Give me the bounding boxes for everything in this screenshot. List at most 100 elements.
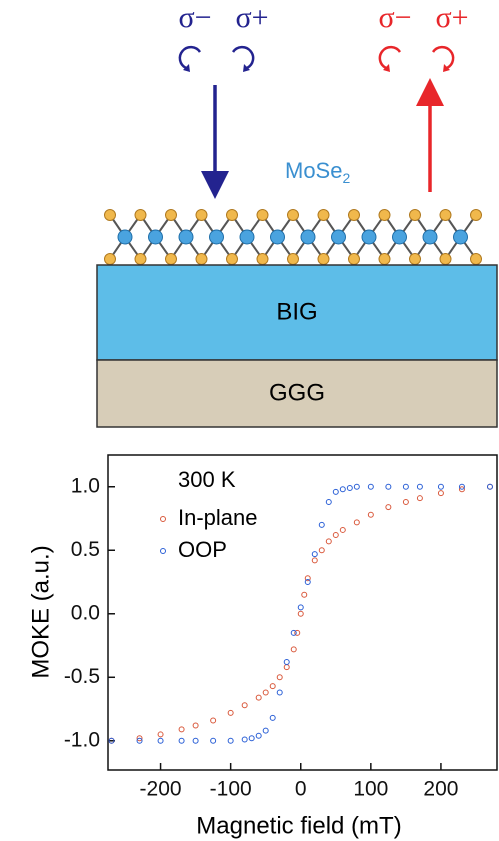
data-point (193, 723, 198, 728)
data-point (368, 512, 373, 517)
se-atom (135, 254, 146, 265)
x-axis-label: Magnetic field (mT) (196, 812, 401, 839)
se-atom (471, 210, 482, 221)
se-atom (227, 210, 238, 221)
se-atom (135, 210, 146, 221)
data-point (242, 737, 247, 742)
data-point (211, 738, 216, 743)
mo-atom (271, 230, 285, 244)
legend-marker (161, 549, 166, 554)
data-point (263, 728, 268, 733)
data-point (263, 690, 268, 695)
data-point (228, 738, 233, 743)
sigma-label: σ− (378, 1, 411, 34)
x-tick-label: -100 (210, 778, 252, 801)
mo-atom (332, 230, 346, 244)
data-point (158, 738, 163, 743)
se-atom (288, 210, 299, 221)
se-atom (166, 254, 177, 265)
y-axis-label: MOKE (a.u.) (27, 545, 54, 678)
data-point (340, 487, 345, 492)
data-point (291, 647, 296, 652)
data-point (158, 732, 163, 737)
circular-arrow (180, 47, 200, 68)
data-point (228, 710, 233, 715)
x-tick-label: 200 (423, 778, 458, 801)
mo-atom (149, 230, 163, 244)
y-tick-label: -1.0 (64, 728, 100, 751)
data-point (340, 527, 345, 532)
data-point (368, 484, 373, 489)
y-tick-label: 0.5 (71, 538, 100, 561)
data-point (312, 558, 317, 563)
layer-label: GGG (269, 379, 325, 406)
layer-label: BIG (276, 298, 317, 325)
data-point (193, 738, 198, 743)
data-point (270, 715, 275, 720)
mo-atom (240, 230, 254, 244)
data-point (291, 630, 296, 635)
se-atom (288, 254, 299, 265)
mo-atom (179, 230, 193, 244)
data-point (298, 611, 303, 616)
data-point (438, 484, 443, 489)
data-point (211, 718, 216, 723)
data-point (354, 484, 359, 489)
data-point (298, 605, 303, 610)
se-atom (471, 254, 482, 265)
material-name: MoSe (285, 158, 342, 183)
data-point (277, 675, 282, 680)
data-point (284, 660, 289, 665)
se-atom (105, 254, 116, 265)
data-point (403, 484, 408, 489)
data-point (386, 484, 391, 489)
se-atom (379, 210, 390, 221)
mo-atom (454, 230, 468, 244)
se-atom (166, 210, 177, 221)
data-point (242, 703, 247, 708)
legend-label: In-plane (178, 505, 258, 530)
sigma-label: σ− (178, 1, 211, 34)
data-point (284, 665, 289, 670)
se-atom (105, 210, 116, 221)
data-point (386, 505, 391, 510)
se-atom (349, 210, 360, 221)
figure: σ− σ+ σ− σ+ MoSe2 BIG GGG MOKE (a.u.) Ma… (0, 0, 499, 841)
data-point (270, 684, 275, 689)
x-tick-label: 0 (295, 778, 307, 801)
data-point (312, 552, 317, 557)
se-atom (410, 254, 421, 265)
data-point (179, 727, 184, 732)
mo-atom (393, 230, 407, 244)
data-point (319, 522, 324, 527)
se-atom (196, 254, 207, 265)
material-label: MoSe2 (285, 158, 350, 186)
se-atom (318, 254, 329, 265)
se-atom (410, 210, 421, 221)
circular-arrow (433, 47, 453, 68)
data-point (417, 484, 422, 489)
se-atom (257, 210, 268, 221)
y-tick-label: 0.0 (71, 601, 100, 624)
legend-marker (161, 517, 166, 522)
data-point (302, 592, 307, 597)
data-point (333, 489, 338, 494)
lattice (105, 210, 482, 265)
data-point (256, 733, 261, 738)
data-point (179, 738, 184, 743)
mo-atom (118, 230, 132, 244)
se-atom (227, 254, 238, 265)
data-point (487, 484, 492, 489)
data-point (277, 690, 282, 695)
se-atom (349, 254, 360, 265)
data-point (347, 486, 352, 491)
circular-arrow (380, 47, 400, 68)
data-point (438, 491, 443, 496)
mo-atom (362, 230, 376, 244)
data-point (403, 499, 408, 504)
y-tick-label: -0.5 (64, 665, 100, 688)
page: σ− σ+ σ− σ+ MoSe2 BIG GGG MOKE (a.u.) Ma… (0, 0, 499, 841)
data-point (319, 548, 324, 553)
mo-atom (210, 230, 224, 244)
se-atom (379, 254, 390, 265)
